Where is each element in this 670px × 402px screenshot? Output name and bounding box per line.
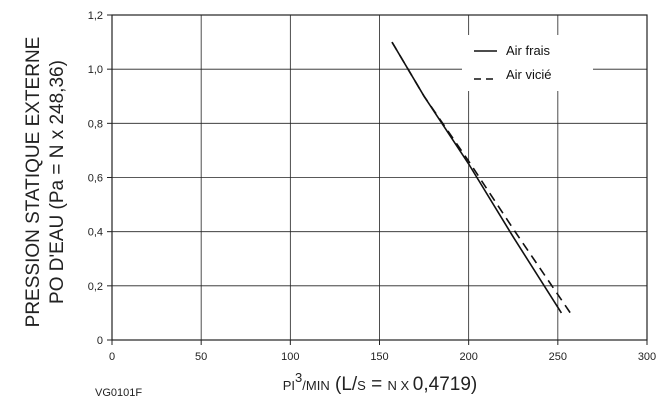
series-line-air-vicie: [391, 41, 571, 314]
x-tick-label-2: 100: [281, 351, 299, 363]
ticks: 0 50 100 150 200 250 300 0 0,2 0,4 0,6 0,8 1,0 1,2: [88, 10, 656, 363]
y-tick-label-4: 0,8: [88, 118, 103, 130]
legend: Air frais Air vicié: [462, 35, 593, 91]
x-axis-label: PI3/MIN (L/S = N X 0,4719): [283, 370, 478, 395]
x-label-s: S: [357, 378, 366, 393]
x-tick-label-6: 300: [638, 351, 656, 363]
series-line-air-frais: [391, 41, 563, 314]
legend-box: [462, 35, 593, 91]
x-tick-label-0: 0: [109, 351, 115, 363]
x-label-unit-prefix: PI: [283, 378, 295, 393]
y-tick-label-2: 0,4: [88, 227, 103, 239]
x-label-n: N: [388, 378, 397, 393]
x-tick-label-5: 250: [549, 351, 567, 363]
x-label-unit-suffix: /MIN: [302, 378, 329, 393]
x-label-eq: =: [366, 374, 388, 395]
x-tick-label-4: 200: [459, 351, 477, 363]
x-label-unit-sup: 3: [295, 370, 302, 385]
y-axis-label-line1: PRESSION STATIQUE EXTERNE: [23, 37, 44, 328]
x-label-x: X: [397, 378, 413, 393]
figure-code: VG0101F: [95, 387, 142, 399]
y-tick-label-3: 0,6: [88, 173, 103, 185]
y-tick-label-1: 0,2: [88, 281, 103, 293]
legend-label-air-vicie: Air vicié: [506, 67, 552, 82]
x-tick-label-1: 50: [195, 351, 207, 363]
x-label-factor: 0,4719): [413, 374, 477, 395]
x-tick-label-3: 150: [370, 351, 388, 363]
legend-label-air-frais: Air frais: [506, 43, 551, 58]
y-axis-label-line2: PO D'EAU (Pa = N x 248,36): [47, 60, 68, 304]
series-lines: [391, 41, 571, 314]
y-tick-label-5: 1,0: [88, 64, 103, 76]
y-tick-label-6: 1,2: [88, 10, 103, 22]
x-label-paren-open: (L/: [330, 374, 358, 395]
y-tick-label-0: 0: [97, 335, 103, 347]
